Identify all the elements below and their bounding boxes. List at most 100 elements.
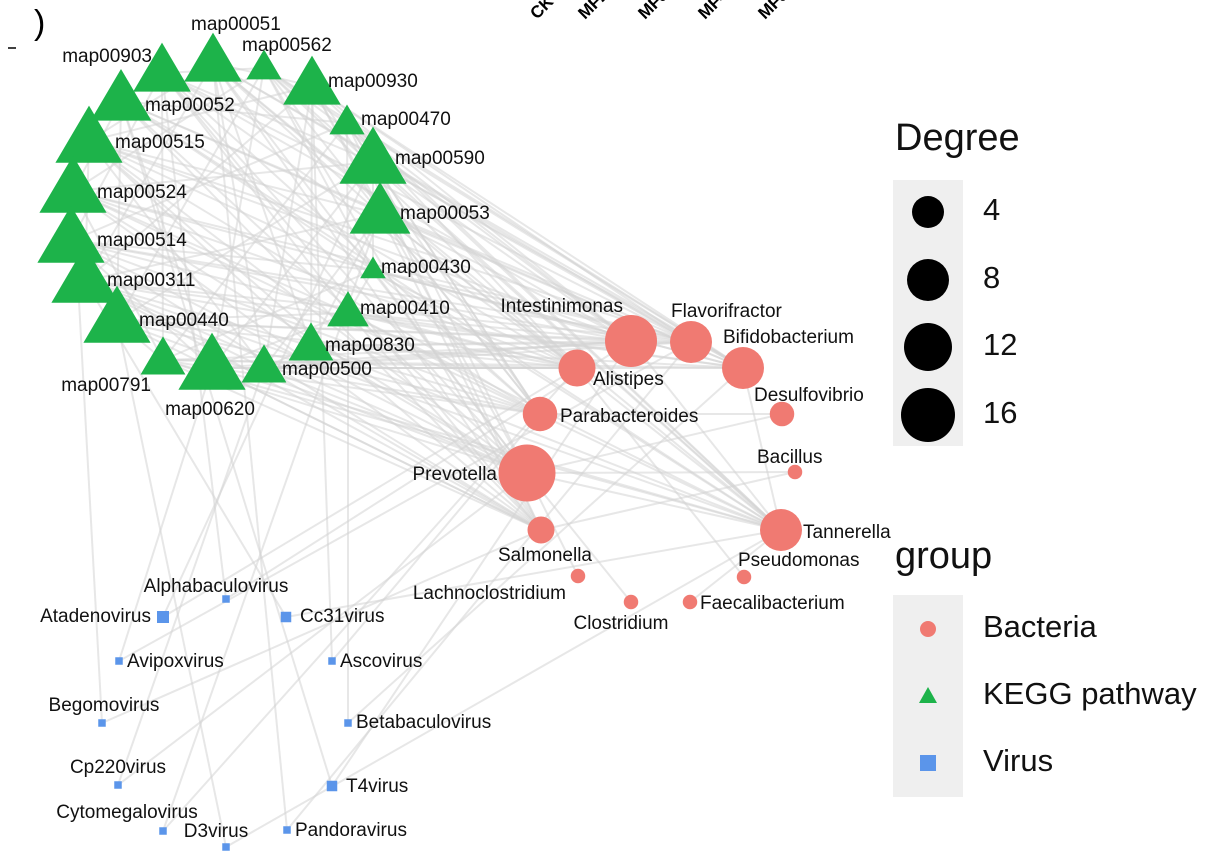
edge bbox=[161, 72, 374, 163]
legend-degree-dot-8 bbox=[907, 259, 949, 301]
legend-degree-label-12: 12 bbox=[983, 327, 1017, 362]
node-label-map00311: map00311 bbox=[107, 270, 195, 291]
edge bbox=[162, 341, 692, 361]
node-map00053 bbox=[349, 181, 411, 234]
node-label-tannerella: Tannerella bbox=[803, 522, 891, 543]
column-label-mf5: MF5 bbox=[754, 0, 791, 23]
node-map00590 bbox=[339, 126, 407, 184]
node-map00311 bbox=[51, 245, 119, 303]
node-label-map00620: map00620 bbox=[165, 399, 255, 420]
node-label-intestinimonas: Intestinimonas bbox=[500, 296, 623, 317]
node-label-clostridium: Clostridium bbox=[573, 613, 668, 634]
node-map00052 bbox=[90, 68, 152, 121]
node-map00500 bbox=[241, 344, 287, 383]
legend-group-label-kegg-pathway: KEGG pathway bbox=[983, 676, 1197, 711]
edge bbox=[161, 72, 349, 314]
edge bbox=[630, 340, 782, 531]
edge bbox=[162, 367, 578, 832]
edge bbox=[120, 100, 348, 124]
node-label-map00053: map00053 bbox=[400, 203, 490, 224]
legend-degree-label-4: 4 bbox=[983, 192, 1000, 227]
edge bbox=[84, 280, 692, 343]
node-label-map00791: map00791 bbox=[61, 375, 151, 396]
node-tannerella bbox=[760, 509, 802, 551]
edge bbox=[311, 85, 744, 369]
legend-symbol-bacteria bbox=[920, 621, 936, 637]
edge bbox=[263, 367, 528, 474]
edge bbox=[310, 345, 541, 415]
edge bbox=[263, 85, 313, 369]
node-map00830 bbox=[288, 322, 334, 361]
edge bbox=[116, 67, 265, 322]
node-label-map00515: map00515 bbox=[115, 132, 205, 153]
edge bbox=[379, 213, 541, 415]
edge bbox=[84, 280, 528, 474]
node-bifidobacterium bbox=[722, 347, 764, 389]
node-cytomegalovirus bbox=[159, 827, 167, 835]
node-ascovirus bbox=[328, 657, 336, 665]
edge bbox=[88, 140, 692, 343]
node-label-cp220virus: Cp220virus bbox=[70, 757, 166, 778]
node-label-faecalibacterium: Faecalibacterium bbox=[700, 593, 845, 614]
edge bbox=[742, 367, 782, 531]
node-t4virus bbox=[326, 780, 338, 792]
edge bbox=[331, 340, 632, 787]
node-atadenovirus bbox=[157, 611, 169, 623]
edge bbox=[120, 100, 374, 271]
node-avipoxvirus bbox=[115, 657, 123, 665]
edge bbox=[116, 320, 692, 343]
edge bbox=[118, 367, 213, 662]
edge bbox=[540, 471, 796, 531]
node-label-salmonella: Salmonella bbox=[498, 545, 592, 566]
node-alphabaculovirus bbox=[222, 595, 230, 603]
node-label-parabacteroides: Parabacteroides bbox=[560, 406, 698, 427]
node-label-cytomegalovirus: Cytomegalovirus bbox=[56, 802, 198, 823]
edge bbox=[117, 367, 265, 786]
node-map00791 bbox=[140, 336, 186, 375]
edge bbox=[88, 140, 528, 474]
panel-fragment: ) bbox=[34, 4, 45, 42]
edge bbox=[84, 280, 312, 347]
node-faecalibacterium bbox=[682, 594, 698, 610]
edge bbox=[101, 529, 542, 724]
edge bbox=[84, 213, 381, 282]
edge bbox=[347, 312, 782, 531]
edge bbox=[225, 529, 782, 848]
edge bbox=[116, 320, 227, 848]
node-label-betabaculovirus: Betabaculovirus bbox=[356, 712, 491, 733]
edge bbox=[372, 161, 632, 342]
node-intestinimonas bbox=[605, 315, 657, 367]
legend-degree-title: Degree bbox=[895, 117, 1020, 159]
node-betabaculovirus bbox=[344, 719, 352, 727]
node-label-bacillus: Bacillus bbox=[757, 447, 822, 468]
node-map00524 bbox=[39, 155, 107, 213]
column-label-mf3: MF3 bbox=[634, 0, 671, 23]
node-label-map00500: map00500 bbox=[282, 359, 372, 380]
edge bbox=[162, 161, 374, 618]
edge bbox=[88, 85, 313, 142]
edge bbox=[346, 122, 632, 342]
node-label-prevotella: Prevotella bbox=[413, 464, 498, 485]
legend: Degree 4 8 12 16 group Bacteria KEGG pathway Vir… bbox=[893, 117, 1197, 797]
edge bbox=[70, 240, 692, 343]
node-map00514 bbox=[37, 205, 105, 263]
node-desulfovibrio bbox=[769, 401, 795, 427]
edge bbox=[311, 85, 333, 662]
node-label-atadenovirus: Atadenovirus bbox=[40, 606, 151, 627]
node-map00620 bbox=[178, 332, 246, 390]
edge bbox=[70, 240, 632, 342]
node-label-alistipes: Alistipes bbox=[593, 369, 664, 390]
edge bbox=[211, 312, 349, 369]
edge bbox=[526, 472, 782, 531]
node-label-map00430: map00430 bbox=[381, 257, 471, 278]
legend-degree-label-16: 16 bbox=[983, 395, 1017, 430]
legend-symbol-virus bbox=[920, 755, 936, 771]
legend-degree-dot-12 bbox=[904, 323, 952, 371]
column-label-ck: CK bbox=[526, 0, 557, 23]
node-cc31virus bbox=[280, 611, 292, 623]
edge bbox=[263, 67, 578, 369]
legend-degree-dot-4 bbox=[912, 196, 944, 228]
node-label-map00590: map00590 bbox=[395, 148, 485, 169]
edge bbox=[70, 240, 374, 271]
node-label-map00051: map00051 bbox=[191, 14, 281, 35]
